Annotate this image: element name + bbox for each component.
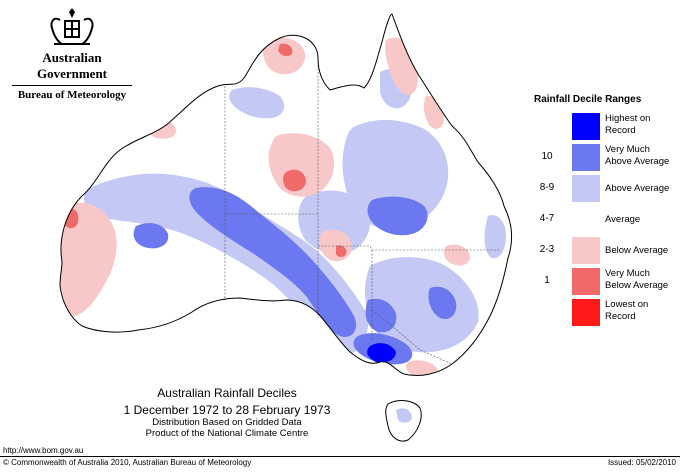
- footer-divider: [0, 456, 680, 457]
- legend-code: 2-3: [539, 244, 555, 255]
- legend-swatch: [572, 175, 600, 202]
- legend-label-line: Very Much: [605, 144, 650, 155]
- map-period: 1 December 1972 to 28 February 1973: [123, 403, 331, 417]
- legend-label: Highest on Record: [605, 113, 680, 137]
- legend-row: 1 Very Much Below Average: [530, 268, 680, 299]
- legend-code: 4-7: [539, 213, 555, 224]
- legend-label-line: Record: [605, 125, 636, 136]
- legend-swatch: [572, 237, 600, 264]
- header-divider: [12, 85, 132, 86]
- below-average-region: [262, 37, 306, 75]
- very-much-above-average-region: [428, 286, 457, 320]
- legend-row: Highest on Record: [530, 113, 680, 144]
- legend-code: 8-9: [539, 182, 555, 193]
- below-average-region: [60, 202, 117, 316]
- above-average-region: [229, 87, 285, 119]
- legend-label-line: Below Average: [605, 245, 669, 256]
- copyright-text: © Commonwealth of Australia 2010, Austra…: [3, 458, 252, 467]
- legend-swatch: [572, 206, 600, 233]
- legend-label-line: Very Much: [605, 268, 650, 279]
- legend-label-line: Record: [605, 311, 636, 322]
- very-much-below-average-region: [278, 43, 293, 57]
- legend-label-line: Highest on: [605, 113, 651, 124]
- legend-label: Very Much Below Average: [605, 268, 680, 292]
- bureau-title: Bureau of Meteorology: [17, 89, 127, 101]
- legend-swatch: [572, 299, 600, 326]
- australia-coastline: [59, 13, 512, 377]
- legend-code: 1: [544, 275, 550, 286]
- decile-legend: Rainfall Decile Ranges Highest on Record 1…: [530, 94, 680, 330]
- above-average-region: [484, 215, 506, 259]
- very-much-below-average-region: [336, 245, 347, 257]
- above-average-region: [298, 190, 370, 254]
- above-average-region: [84, 173, 368, 357]
- coat-of-arms-icon: [50, 8, 94, 45]
- above-average-region: [342, 119, 449, 230]
- legend-row: 10 Very Much Above Average: [530, 144, 680, 175]
- legend-label: Very Much Above Average: [605, 144, 680, 168]
- legend-label: Above Average: [605, 183, 680, 195]
- government-title: Australian Government: [36, 50, 108, 81]
- legend-row: 2-3 Below Average: [530, 237, 680, 268]
- legend-swatch: [572, 113, 600, 140]
- state-borders: [224, 58, 500, 365]
- legend-label-line: Below Average: [605, 280, 669, 291]
- legend-label-line: Above Average: [605, 156, 670, 167]
- legend-label: Lowest on Record: [605, 299, 680, 323]
- highest-on-record-region: [367, 343, 396, 363]
- bom-url-link[interactable]: http://www.bom.gov.au: [3, 446, 84, 455]
- issued-date: Issued: 05/02/2010: [607, 458, 676, 467]
- very-much-above-average-region: [133, 223, 169, 249]
- below-average-region: [423, 95, 444, 129]
- legend-label-line: Average: [605, 214, 641, 225]
- map-title: Australian Rainfall Deciles: [157, 386, 297, 400]
- below-average-region: [444, 244, 470, 266]
- very-much-below-average-region: [64, 208, 79, 229]
- legend-label-line: Above Average: [605, 183, 670, 194]
- legend-code: 10: [541, 151, 553, 162]
- legend-swatch: [572, 144, 600, 171]
- very-much-above-average-region: [365, 298, 397, 333]
- legend-label: Below Average: [605, 245, 680, 257]
- map-note-distribution: Distribution Based on Gridded Data: [152, 417, 302, 428]
- legend-label: Average: [605, 214, 680, 226]
- legend-label-line: Lowest on: [605, 299, 649, 310]
- government-logo: Australian Government Bureau of Meteorol…: [8, 8, 136, 101]
- legend-row: 8-9 Above Average: [530, 175, 680, 206]
- very-much-below-average-region: [283, 169, 306, 192]
- very-much-above-average-region: [189, 187, 357, 337]
- tasmania-above-average-region: [396, 408, 412, 423]
- map-caption: Australian Rainfall Deciles 1 December 1…: [112, 386, 342, 439]
- legend-row: Lowest on Record: [530, 299, 680, 330]
- above-average-region: [364, 257, 479, 353]
- very-much-above-average-region: [367, 196, 428, 236]
- qld-nsw-border: [318, 245, 500, 251]
- legend-title: Rainfall Decile Ranges: [534, 94, 642, 105]
- map-note-product: Product of the National Climate Centre: [145, 428, 309, 439]
- legend-swatch: [572, 268, 600, 295]
- legend-row: 4-7 Average: [530, 206, 680, 237]
